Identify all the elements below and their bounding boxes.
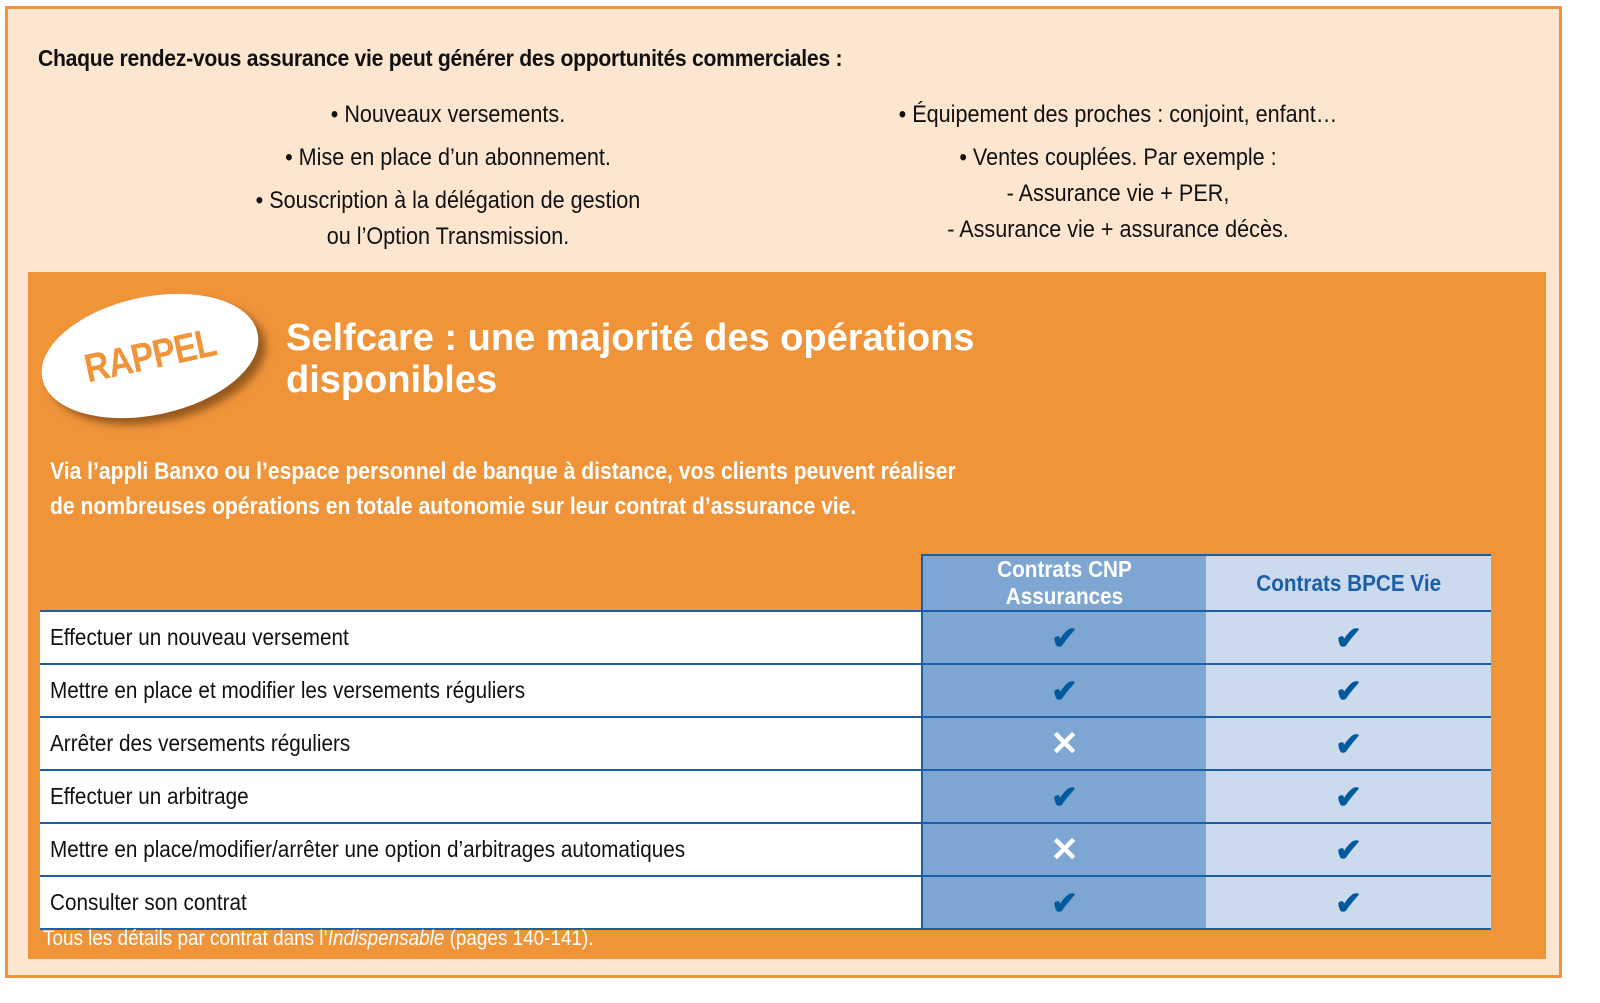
infographic-frame: Chaque rendez-vous assurance vie peut gé…	[5, 6, 1562, 978]
cross-icon: ✕	[1050, 724, 1079, 763]
operation-label: Effectuer un arbitrage	[40, 770, 922, 824]
section-title: Chaque rendez-vous assurance vie peut gé…	[38, 45, 843, 71]
operation-label: Consulter son contrat	[40, 876, 922, 930]
check-icon: ✔	[1335, 778, 1362, 815]
check-icon: ✔	[1051, 778, 1078, 815]
table-row: Mettre en place et modifier les versemen…	[40, 664, 1491, 718]
rappel-intro: Via l’appli Banxo ou l’espace personnel …	[50, 458, 956, 520]
check-icon: ✔	[1335, 725, 1362, 762]
check-icon: ✔	[1335, 884, 1362, 921]
header-bpce: Contrats BPCE Vie	[1206, 554, 1491, 612]
bullet: • Souscription à la délégation de gestio…	[255, 187, 641, 214]
rappel-badge: RAPPEL	[30, 275, 270, 437]
bullet: • Mise en place d’un abonnement.	[285, 144, 611, 171]
operation-label: Mettre en place/modifier/arrêter une opt…	[40, 823, 922, 877]
rappel-panel: RAPPEL Selfcare : une majorité des opéra…	[28, 272, 1546, 959]
operation-label: Effectuer un nouveau versement	[40, 611, 922, 665]
table-row: Mettre en place/modifier/arrêter une opt…	[40, 823, 1491, 877]
bullet: • Équipement des proches : conjoint, enf…	[898, 101, 1338, 128]
opportunities-right: • Équipement des proches : conjoint, enf…	[866, 97, 1370, 248]
footnote: Tous les détails par contrat dans l’Indi…	[43, 927, 594, 950]
check-icon: ✔	[1051, 619, 1078, 656]
check-icon: ✔	[1335, 619, 1362, 656]
check-icon: ✔	[1051, 672, 1078, 709]
operation-label: Arrêter des versements réguliers	[40, 717, 922, 771]
bullet: • Ventes couplées. Par exemple :	[959, 144, 1277, 171]
check-icon: ✔	[1051, 884, 1078, 921]
sub-item: - Assurance vie + PER,	[1006, 180, 1230, 207]
check-icon: ✔	[1335, 672, 1362, 709]
operations-table: Contrats CNP Assurances Contrats BPCE Vi…	[40, 554, 1491, 930]
operation-label: Mettre en place et modifier les versemen…	[40, 664, 922, 718]
opportunities-left: • Nouveaux versements. • Mise en place d…	[223, 97, 673, 262]
table-row: Effectuer un arbitrage ✔ ✔	[40, 770, 1491, 824]
check-icon: ✔	[1335, 831, 1362, 868]
table-row: Consulter son contrat ✔ ✔	[40, 876, 1491, 930]
rappel-heading: Selfcare : une majorité des opérations d…	[286, 317, 975, 401]
bullet-cont: ou l’Option Transmission.	[326, 223, 570, 250]
header-cnp: Contrats CNP Assurances	[921, 554, 1206, 612]
sub-item: - Assurance vie + assurance décès.	[947, 216, 1289, 243]
table-row: Arrêter des versements réguliers ✕ ✔	[40, 717, 1491, 771]
table-row: Effectuer un nouveau versement ✔ ✔	[40, 611, 1491, 665]
cross-icon: ✕	[1050, 830, 1079, 869]
bullet: • Nouveaux versements.	[330, 101, 566, 128]
